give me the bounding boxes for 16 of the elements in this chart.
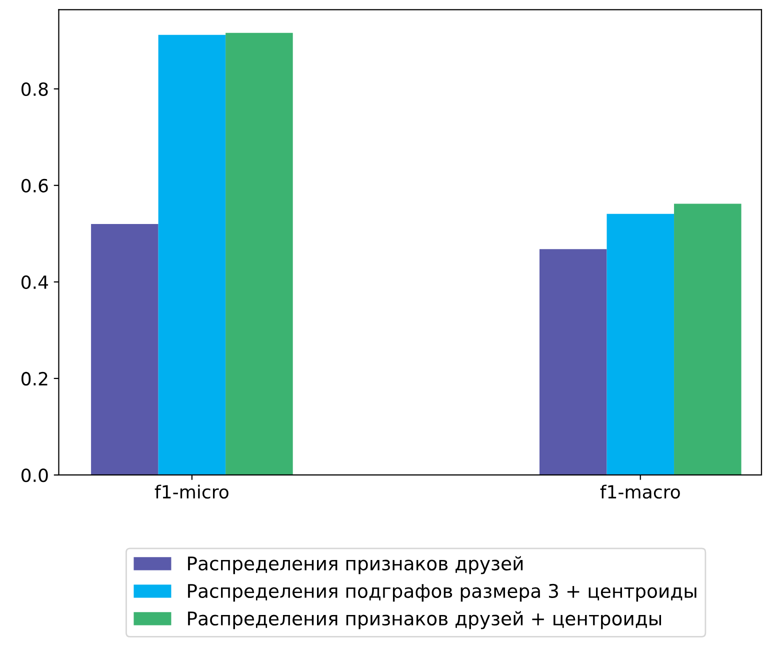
y-tick-label: 0.2 (22, 372, 48, 386)
bar (226, 32, 293, 475)
bar (674, 204, 742, 475)
y-tick-label: 0.4 (22, 275, 48, 290)
legend-label: Распределения подграфов размера 3 + центроиды (188, 584, 696, 602)
legend-label: Распределения признаков друзей + центроиды (188, 611, 662, 630)
y-tick-label: 0.6 (22, 178, 48, 193)
bar (606, 214, 674, 475)
bar (91, 224, 158, 475)
bar (158, 34, 226, 475)
x-tick-label: f1-macro (600, 484, 680, 499)
y-tick-label: 0.8 (22, 82, 48, 96)
legend-label: Распределения признаков друзей (188, 556, 523, 574)
x-tick-label: f1-micro (154, 484, 228, 499)
y-tick-label: 0.0 (22, 468, 48, 482)
bar (539, 249, 607, 475)
